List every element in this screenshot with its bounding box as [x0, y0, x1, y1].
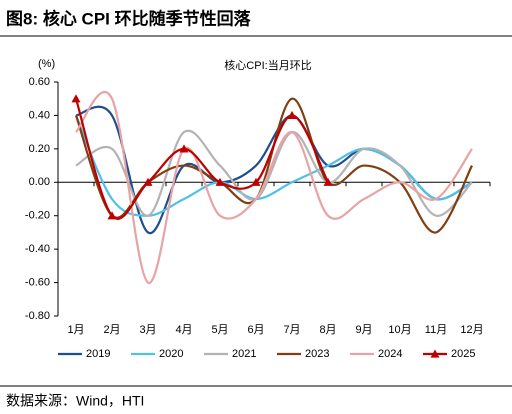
y-tick-label: -0.20 [25, 210, 50, 222]
legend-label: 2024 [378, 348, 402, 360]
x-tick-label: 2月 [103, 324, 120, 336]
x-tick-label: 4月 [175, 324, 192, 336]
x-tick-label: 5月 [211, 324, 228, 336]
marker [71, 94, 81, 103]
marker [215, 177, 225, 186]
series-line [75, 129, 473, 217]
x-tick-label: 11月 [425, 324, 447, 336]
legend-label: 2025 [451, 348, 475, 360]
page-title: 图8: 核心 CPI 环比随季节性回落 [6, 8, 252, 28]
legend-marker [430, 349, 440, 358]
marker [107, 211, 117, 220]
marker [287, 110, 297, 120]
x-tick-label: 12月 [460, 324, 483, 336]
x-tick-label: 1月 [67, 324, 84, 336]
marker [251, 177, 261, 186]
source: 数据来源：Wind，HTI [6, 393, 144, 409]
x-tick-label: 8月 [319, 324, 336, 336]
y-tick-label: 0.00 [29, 176, 50, 188]
y-tick-label: -0.60 [25, 276, 50, 288]
series-line [75, 90, 473, 284]
chart-title: 核心CPI:当月环比 [224, 58, 311, 72]
y-tick-label: 0.60 [29, 76, 50, 88]
x-tick-label: 6月 [247, 324, 264, 336]
x-tick-label: 3月 [139, 324, 156, 336]
legend-label: 2019 [86, 348, 110, 360]
legend-label: 2021 [232, 348, 256, 360]
x-tick-label: 10月 [388, 324, 411, 336]
marker [143, 177, 153, 186]
marker [179, 144, 189, 153]
y-tick-label: -0.80 [25, 310, 50, 322]
y-tick-label: -0.40 [25, 243, 50, 255]
marker [323, 177, 333, 186]
legend-label: 2020 [159, 348, 183, 360]
x-tick-label: 7月 [283, 324, 300, 336]
y-unit: (%) [38, 58, 55, 70]
y-tick-label: 0.20 [29, 143, 50, 155]
x-tick-label: 9月 [355, 324, 372, 336]
y-tick-label: 0.40 [29, 109, 50, 121]
legend-label: 2023 [305, 348, 329, 360]
